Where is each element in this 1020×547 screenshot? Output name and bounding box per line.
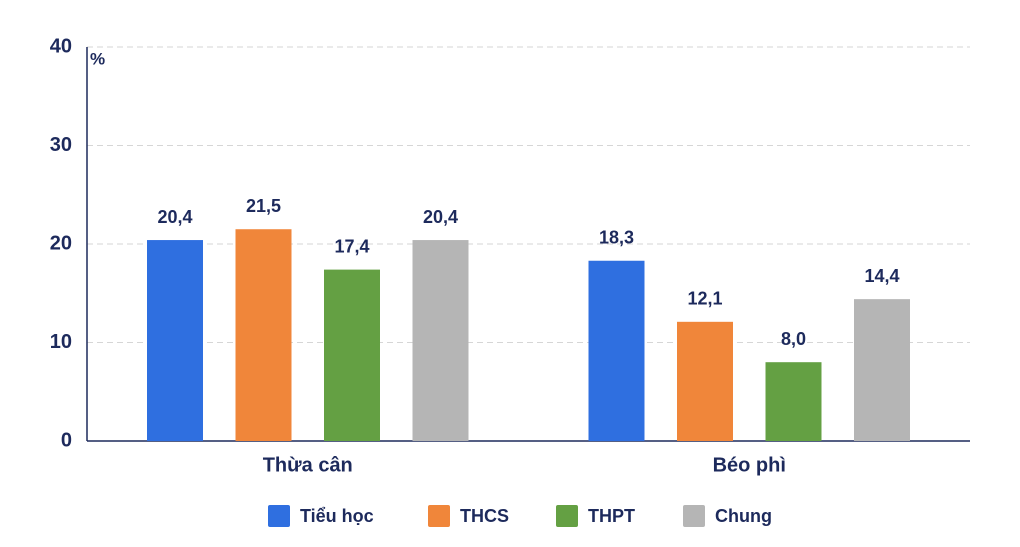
y-tick-label: 20	[50, 232, 72, 254]
bar	[324, 269, 380, 441]
legend-label: Chung	[715, 506, 772, 526]
legend-swatch	[268, 505, 290, 527]
bar	[412, 240, 469, 441]
value-label: 17,4	[334, 236, 369, 256]
value-label: 14,4	[864, 266, 899, 286]
bar	[588, 260, 645, 441]
y-unit: %	[90, 49, 105, 68]
bar	[677, 321, 733, 441]
y-tick-label: 30	[50, 134, 72, 156]
x-tick-label: Béo phì	[713, 454, 786, 476]
bar	[235, 229, 292, 441]
value-label: 8,0	[781, 329, 806, 349]
bar	[147, 240, 203, 441]
value-label: 12,1	[687, 289, 722, 309]
bar	[765, 362, 822, 441]
value-label: 18,3	[599, 227, 634, 247]
value-label: 20,4	[423, 207, 458, 227]
legend-label: THPT	[588, 506, 635, 526]
legend-swatch	[556, 505, 578, 527]
legend-label: THCS	[460, 506, 509, 526]
legend-swatch	[428, 505, 450, 527]
y-tick-label: 10	[50, 331, 72, 353]
y-tick-label: 0	[61, 429, 72, 451]
legend-swatch	[683, 505, 705, 527]
bar	[854, 299, 910, 441]
value-label: 21,5	[246, 196, 281, 216]
value-label: 20,4	[157, 207, 192, 227]
legend-label: Tiểu học	[300, 506, 374, 526]
x-tick-label: Thừa cân	[263, 454, 353, 476]
y-tick-label: 40	[50, 35, 72, 57]
